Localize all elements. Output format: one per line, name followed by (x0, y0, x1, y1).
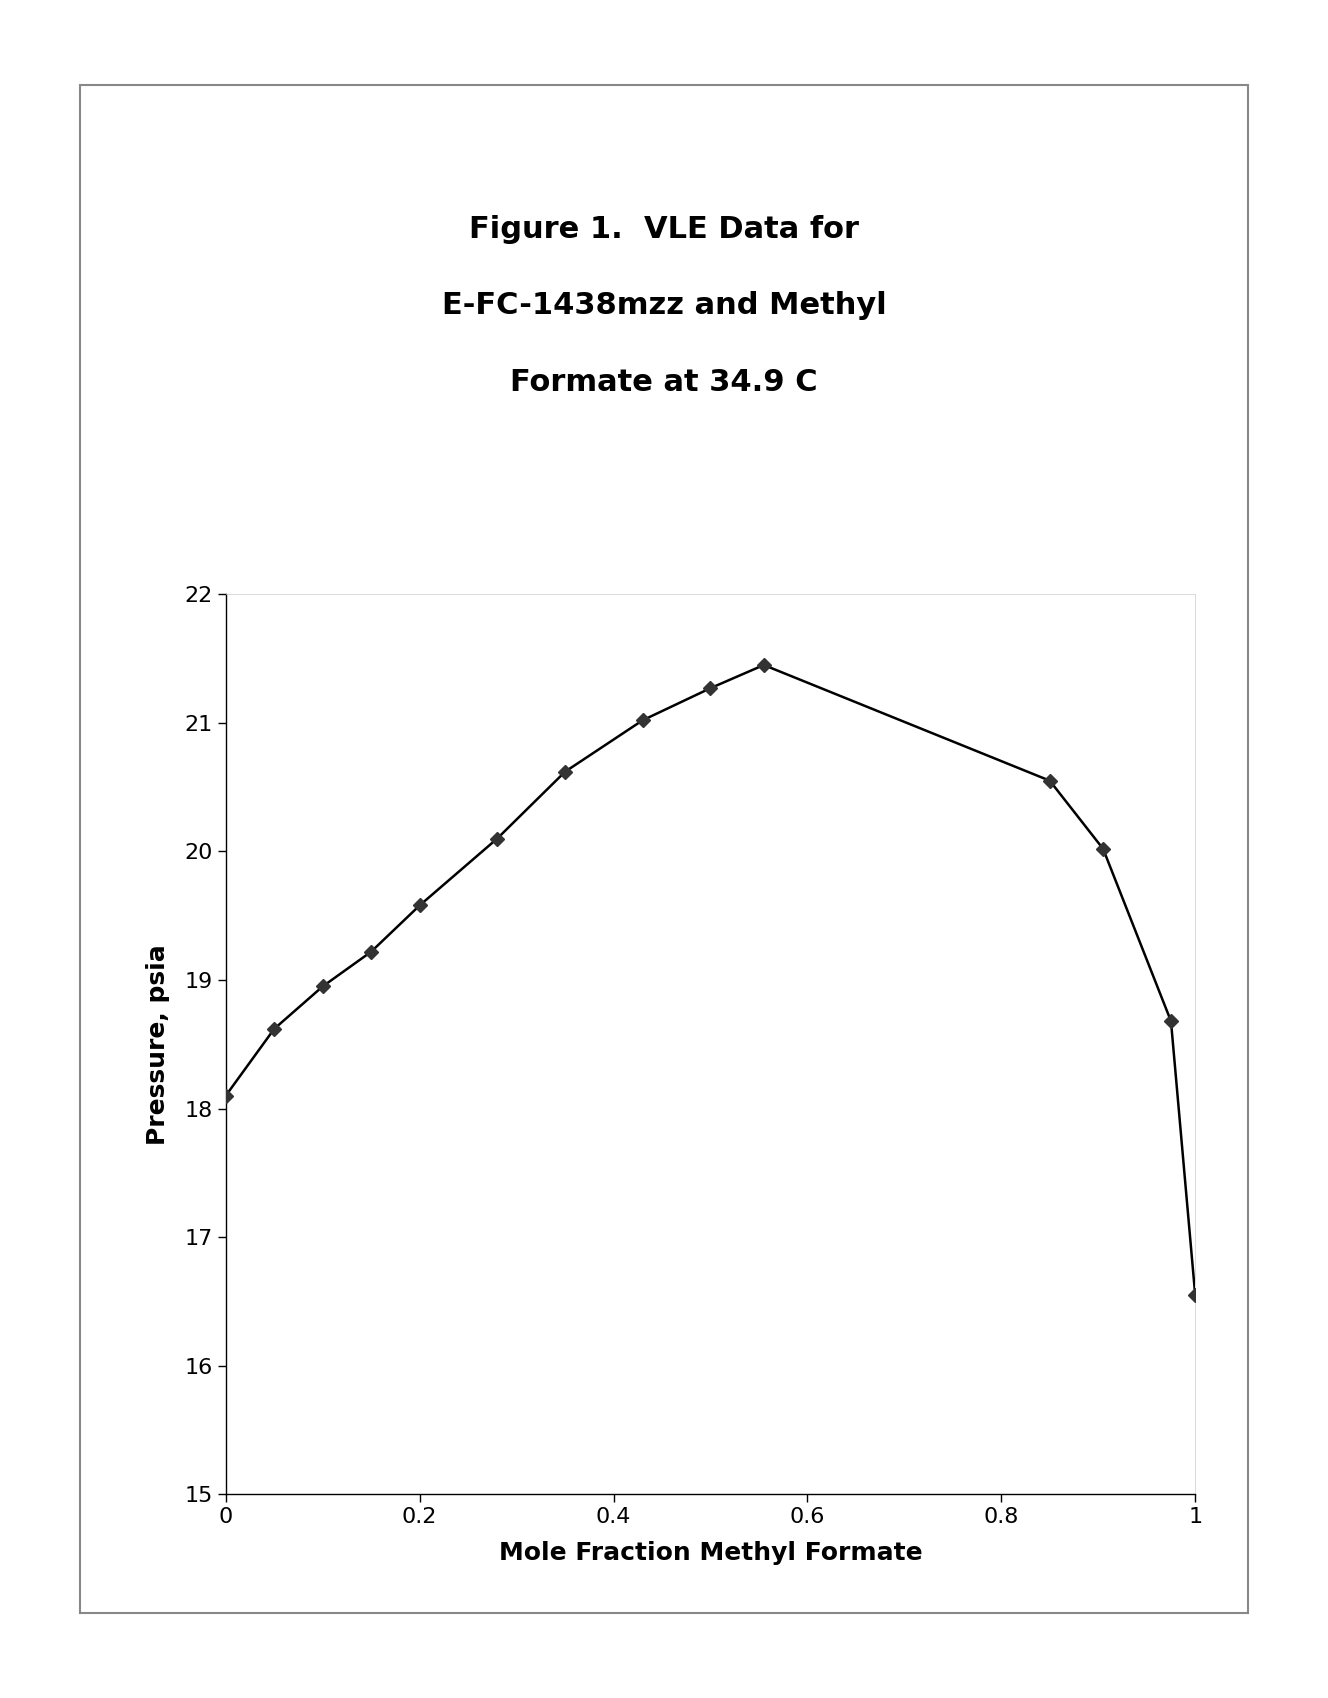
X-axis label: Mole Fraction Methyl Formate: Mole Fraction Methyl Formate (499, 1542, 922, 1566)
Text: Formate at 34.9 C: Formate at 34.9 C (510, 367, 818, 397)
Text: E-FC-1438mzz and Methyl: E-FC-1438mzz and Methyl (442, 290, 886, 321)
Text: Figure 1.  VLE Data for: Figure 1. VLE Data for (469, 214, 859, 245)
Y-axis label: Pressure, psia: Pressure, psia (146, 944, 170, 1144)
